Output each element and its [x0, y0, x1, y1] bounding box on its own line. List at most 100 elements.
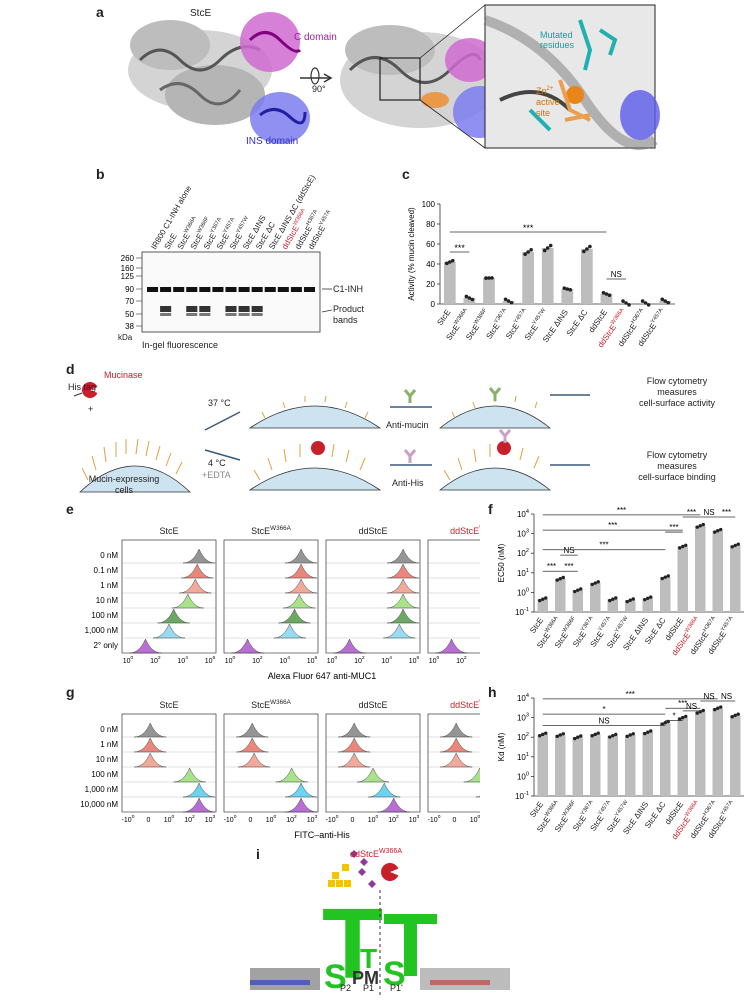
svg-text:PM: PM [352, 968, 379, 988]
log-bar [642, 732, 653, 796]
panel-h: 10-1 100 101 102 103 104 Kd (nM) StcE StcEW366A S… [486, 684, 756, 859]
log-point [611, 597, 615, 601]
log-point [663, 720, 667, 725]
label-stce-a: StcE [190, 8, 212, 19]
hist-peak [338, 737, 371, 753]
log-sig-text: *** [687, 508, 696, 517]
panel-c: 0 20 40 60 80 100 Activity (% mucin cleaved) St… [400, 166, 700, 366]
log-point [643, 597, 647, 602]
gel-band-c1inh [212, 287, 224, 292]
gel-svg: IR800 C1-INH aloneStcEStcEW366AStcEW366F… [121, 173, 332, 333]
c-point [503, 297, 508, 302]
c-point [588, 244, 592, 249]
label-anti-his: Anti-His [392, 478, 424, 488]
hist-peak [231, 638, 264, 654]
gel-mw-label: 125 [121, 272, 135, 281]
c-bar [600, 294, 613, 304]
log-ylabel: Kd (nM) [497, 732, 506, 761]
hist-row-label: 0.1 nM [94, 566, 119, 575]
hist-xtick-label: 0 [351, 817, 355, 824]
log-point [544, 596, 548, 600]
hist-xtick-label: 100 [164, 814, 175, 824]
arrow-37c [204, 411, 241, 431]
label-rotation: 90° [312, 84, 326, 94]
log-point [660, 576, 664, 581]
anti-his-antibody-icon [403, 449, 417, 463]
gel-band-c1inh [251, 287, 263, 292]
logo-pos-p1: P1 [363, 983, 375, 993]
log-point [730, 545, 734, 549]
c-bar [522, 252, 534, 304]
log-point [576, 588, 580, 592]
log-ytick-label: 103 [517, 529, 529, 539]
log-sig-text: NS [721, 692, 732, 701]
gel-band-c1inh [303, 287, 315, 292]
log-point [649, 595, 653, 599]
log-ytick-label: 104 [517, 509, 529, 519]
cell-activity-right [438, 405, 552, 429]
log-sig-text: *** [722, 508, 731, 517]
label-37c: 37 °C [208, 398, 231, 408]
log-ytick-label: 10-1 [515, 791, 529, 801]
hist-peak [134, 752, 167, 768]
logo-pos-p1prime: P1' [390, 983, 403, 993]
log-point [596, 731, 600, 735]
log-ytick-label: 100 [517, 587, 529, 597]
log-bar [537, 734, 548, 796]
c-point [562, 286, 567, 290]
c-sig-text: NS [611, 270, 622, 279]
log-point [695, 711, 699, 715]
gel-mw-label: 90 [125, 285, 134, 294]
hist-peak [440, 722, 473, 738]
hist-xtick-label: 106 [307, 655, 318, 665]
log-point [579, 587, 583, 591]
log-bar [730, 545, 741, 612]
log-ylabel: EC50 (nM) [497, 543, 506, 582]
log-sig-text: NS [703, 508, 714, 517]
label-mucinase: Mucinase [104, 370, 143, 380]
gel-band-c1inh [290, 287, 302, 292]
hist-peak [338, 722, 371, 738]
hist-title: ddStcEW366A [450, 699, 480, 710]
log-point [576, 735, 580, 739]
c-sig-text: *** [454, 243, 465, 253]
panel-g: StcE StcEW366A ddStcE ddStcEW366A 0 nM 1 nM 10… [60, 690, 523, 850]
hist-peak [183, 797, 216, 813]
panel-f: 10-1 100 101 102 103 104 EC50 (nM) StcE StcEW366… [486, 500, 756, 685]
gel-mw-label: 260 [121, 254, 135, 263]
label-cells: Mucin-expressing cells [88, 474, 160, 495]
c-point [660, 297, 665, 302]
gel-band-c1inh [199, 287, 211, 292]
c-ytick-label: 100 [422, 200, 436, 209]
anti-mucin-antibody-icon [403, 389, 417, 403]
log-ytick-label: 101 [517, 752, 529, 762]
zn-superscript: 2+ [546, 86, 554, 92]
log-point [736, 712, 740, 716]
log-point [558, 733, 562, 737]
hist-peak [285, 797, 318, 813]
hist-xtick-label: 103 [307, 814, 318, 824]
c-point [640, 299, 645, 303]
log-point [716, 529, 720, 533]
log-point [625, 599, 629, 604]
log-point [681, 544, 685, 549]
log-bar [660, 577, 671, 612]
c-point [506, 299, 511, 303]
c-ytick-label: 80 [426, 220, 435, 229]
log-point [538, 734, 542, 738]
log-point [555, 578, 559, 582]
out1-b: measures [657, 387, 697, 397]
hist-title: StcEW366A [251, 699, 291, 710]
hist-row-label: 10,000 nM [80, 800, 118, 809]
logo-enzyme-label: ddStcEW366A [350, 848, 402, 859]
gel-mw-label: 160 [121, 264, 135, 273]
log-point [538, 598, 542, 603]
c-point [450, 258, 455, 263]
svg-text:S: S [324, 958, 347, 996]
hist-row-label: 1 nM [100, 581, 118, 590]
logo-pos-p2: P2 [340, 983, 352, 993]
gel-band-product [225, 306, 237, 312]
hist-xtick-label: 102 [252, 655, 263, 665]
gel-band-c1inh [147, 287, 159, 292]
panel-i: T T T PM S S [250, 850, 510, 1000]
